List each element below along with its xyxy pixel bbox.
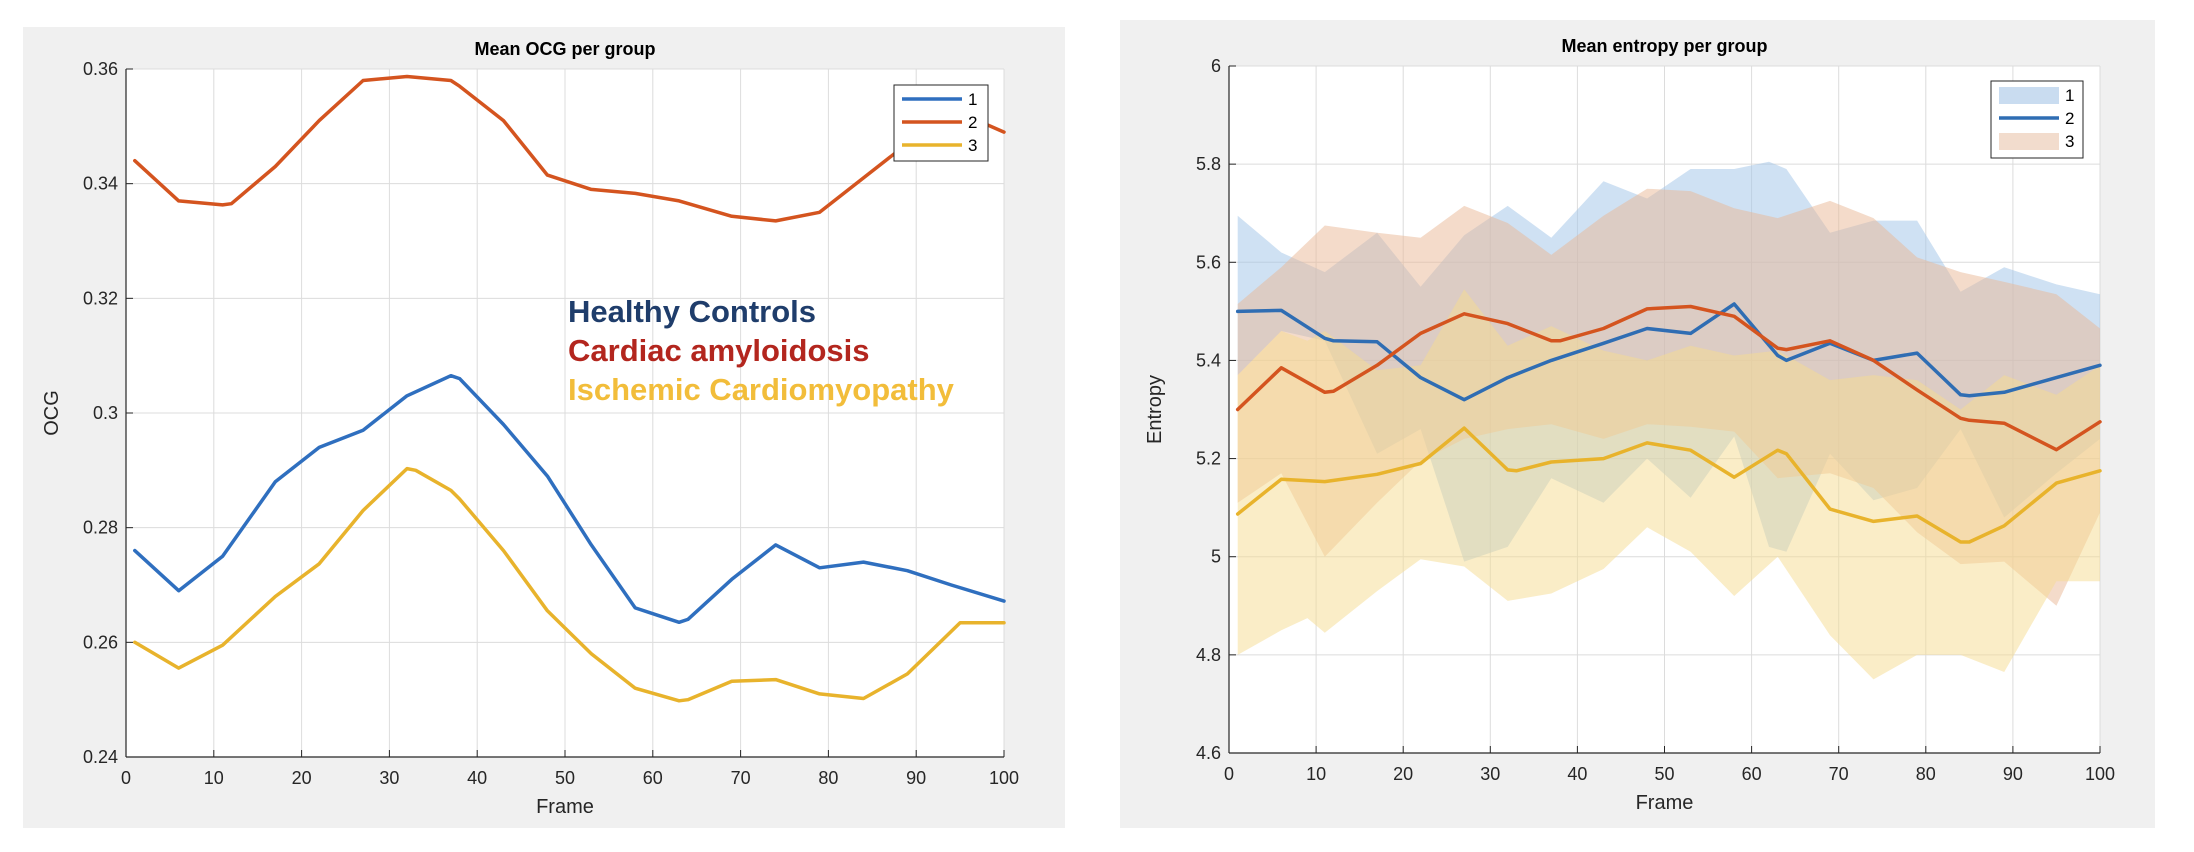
x-axis-label: Frame xyxy=(1636,792,1694,814)
y-tick-label: 0.36 xyxy=(83,59,118,79)
legend-swatch-1 xyxy=(1999,87,2059,104)
x-tick-label: 0 xyxy=(121,768,131,788)
series-line-3 xyxy=(133,466,1006,703)
legend-label-1: 1 xyxy=(2065,86,2074,105)
y-tick-label: 0.34 xyxy=(83,174,118,194)
x-tick-label: 100 xyxy=(989,768,1019,788)
legend-label-1: 1 xyxy=(968,90,977,109)
x-tick-label: 100 xyxy=(2085,764,2115,784)
x-tick-label: 30 xyxy=(379,768,399,788)
y-axis-label: Entropy xyxy=(1144,375,1166,444)
x-tick-label: 50 xyxy=(1654,764,1674,784)
y-tick-label: 0.28 xyxy=(83,518,118,538)
x-tick-label: 70 xyxy=(1829,764,1849,784)
entropy-chart: 0 10 20 30 40 50 60 70 80 90 100 4.6 4.8 5 5.2 5.4 5.6 5.… xyxy=(1144,36,2115,814)
chart-title: Mean OCG per group xyxy=(474,39,655,59)
series-line-1 xyxy=(1235,302,2102,402)
x-tick-label: 30 xyxy=(1480,764,1500,784)
y-tick-label: 0.24 xyxy=(83,747,118,767)
x-tick-label: 50 xyxy=(555,768,575,788)
x-tick-label: 90 xyxy=(906,768,926,788)
y-tick-label: 4.8 xyxy=(1196,645,1221,665)
legend-label-2: 2 xyxy=(968,113,977,132)
annotation-healthy-controls: Healthy Controls xyxy=(568,294,816,329)
x-tick-label: 60 xyxy=(643,768,663,788)
series-line-1 xyxy=(133,373,1006,625)
x-tick-label: 10 xyxy=(1306,764,1326,784)
y-tick-label: 5.8 xyxy=(1196,154,1221,174)
x-axis-label: Frame xyxy=(536,796,594,818)
x-tick-label: 20 xyxy=(1393,764,1413,784)
y-tick-label: 5.2 xyxy=(1196,449,1221,469)
x-tick-label: 90 xyxy=(2003,764,2023,784)
y-axis-label: OCG xyxy=(41,390,63,436)
x-tick-label: 20 xyxy=(292,768,312,788)
ocg-chart: 0 10 20 30 40 50 60 70 80 90 100 0.24 0.26 0.28 0.3 0.3… xyxy=(41,39,1019,818)
y-tick-label: 0.26 xyxy=(83,632,118,652)
legend-swatch-3 xyxy=(1999,133,2059,150)
y-tick-label: 5.4 xyxy=(1196,350,1221,370)
y-tick-label: 6 xyxy=(1211,56,1221,76)
legend-label-3: 3 xyxy=(968,136,977,155)
x-tick-label: 70 xyxy=(731,768,751,788)
series-line-3 xyxy=(1235,426,2102,544)
series-line-2 xyxy=(1235,304,2102,452)
x-tick-label: 60 xyxy=(1742,764,1762,784)
x-tick-label: 80 xyxy=(1916,764,1936,784)
x-tick-label: 80 xyxy=(818,768,838,788)
annotation-cardiac-amyloidosis: Cardiac amyloidosis xyxy=(568,333,870,368)
annotation-ischemic-cardiomyopathy: Ischemic Cardiomyopathy xyxy=(568,372,955,407)
y-tick-label: 5 xyxy=(1211,547,1221,567)
x-tick-label: 0 xyxy=(1224,764,1234,784)
x-tick-label: 40 xyxy=(467,768,487,788)
confidence-band-3 xyxy=(1237,289,2100,680)
x-tick-label: 40 xyxy=(1567,764,1587,784)
y-tick-label: 5.6 xyxy=(1196,252,1221,272)
legend-label-2: 2 xyxy=(2065,109,2074,128)
legend-label-3: 3 xyxy=(2065,132,2074,151)
legend: 1 2 3 xyxy=(1990,80,2084,159)
legend: 1 2 3 xyxy=(893,84,989,162)
y-tick-label: 0.32 xyxy=(83,288,118,308)
x-tick-label: 10 xyxy=(204,768,224,788)
series-line-2 xyxy=(133,74,1006,223)
y-tick-label: 0.3 xyxy=(93,403,118,423)
y-tick-label: 4.6 xyxy=(1196,743,1221,763)
chart-title: Mean entropy per group xyxy=(1561,36,1767,56)
